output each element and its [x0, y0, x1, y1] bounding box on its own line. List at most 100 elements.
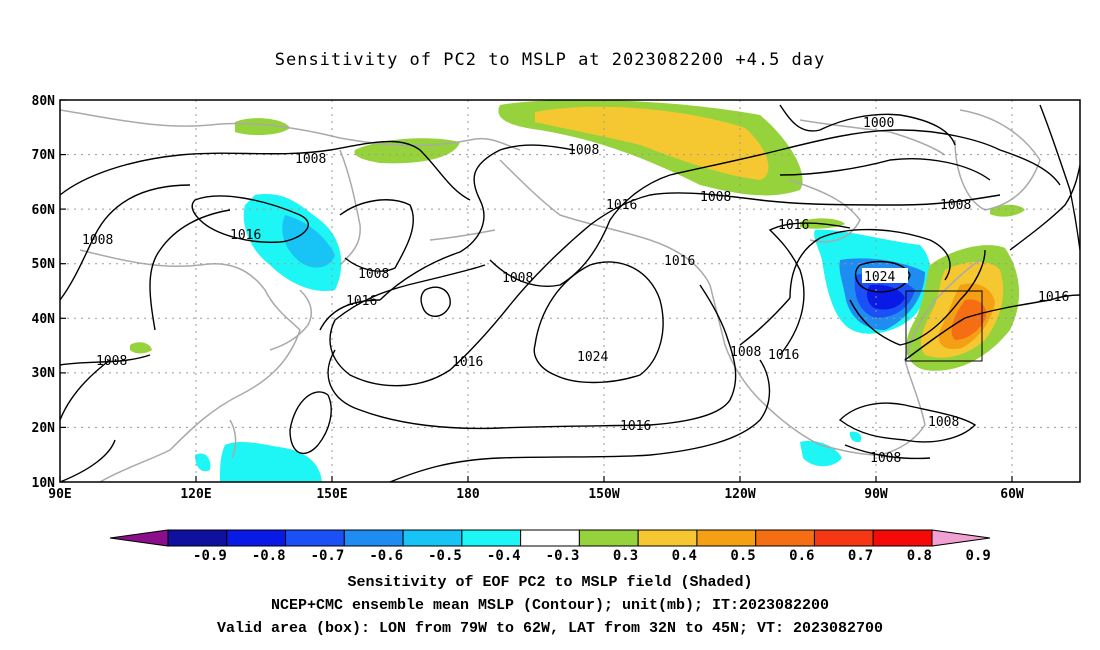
- contour-label: 1008: [940, 198, 971, 213]
- contour-label: 1000: [863, 116, 894, 131]
- contour-line: [904, 294, 1080, 361]
- contour-labels: 1008 1008 1008 1016 1008 1008 1016 1008 …: [82, 116, 1069, 466]
- coastline-philippines: [229, 419, 237, 459]
- contour-label: 1024: [577, 350, 608, 365]
- latitude-labels: 80N 70N 60N 50N 40N 30N 20N 10N: [32, 94, 56, 491]
- map-title: Sensitivity of PC2 to MSLP at 2023082200…: [274, 50, 826, 70]
- positive-region-arctic-core: [535, 106, 769, 180]
- lat-label: 60N: [32, 203, 56, 218]
- coastline-alaska: [499, 159, 711, 286]
- contour-line: [1009, 164, 1080, 251]
- colorbar-box: [872, 529, 933, 547]
- lon-label: 90E: [48, 487, 71, 502]
- contour-label: 1016: [346, 294, 377, 309]
- colorbar: [109, 529, 991, 547]
- contour-line: [379, 144, 576, 301]
- positive-patch: [235, 118, 290, 136]
- colorbar-label: -0.9: [193, 548, 227, 564]
- colorbar-label: -0.5: [428, 548, 462, 564]
- lon-label: 150E: [316, 487, 347, 502]
- contour-line: [844, 444, 931, 460]
- colorbar-label: 0.7: [848, 548, 873, 564]
- longitude-labels: 90E 120E 150E 180 150W 120W 90W 60W: [48, 487, 1024, 502]
- coastline-aleutians: [429, 229, 496, 241]
- lat-label: 80N: [32, 94, 56, 109]
- negative-region-tropical: [195, 453, 211, 472]
- contour-line: [533, 261, 664, 384]
- contour-label: 1016: [606, 198, 637, 213]
- colorbar-label: 0.9: [965, 548, 990, 564]
- contour-label-background: [862, 268, 908, 283]
- colorbar-label: -0.7: [311, 548, 345, 564]
- contour-label: 1016: [1038, 290, 1069, 305]
- contour-line: [849, 249, 986, 346]
- contour-label: 1016: [452, 355, 483, 370]
- colorbar-box: [520, 529, 580, 547]
- colorbar-label: 0.3: [613, 548, 638, 564]
- plot-frame: [59, 99, 1081, 483]
- contour-line: [289, 391, 332, 455]
- contour-line: [489, 129, 1001, 287]
- lon-label: 150W: [588, 487, 619, 502]
- contour-line: [789, 228, 951, 299]
- colorbar-label: 0.4: [672, 548, 697, 564]
- contour-line: [60, 439, 116, 482]
- contour-label: 1008: [358, 267, 389, 282]
- contour-line: [60, 184, 191, 301]
- contour-label: 1008: [96, 354, 127, 369]
- contour-line: [149, 209, 231, 331]
- contour-label: 1016: [768, 348, 799, 363]
- lon-label: 120E: [180, 487, 211, 502]
- lon-label: 60W: [1000, 487, 1024, 502]
- contour-line: [60, 140, 471, 201]
- contour-line: [779, 104, 821, 132]
- coastlines: [60, 109, 1041, 482]
- contour-line: [191, 195, 309, 243]
- negative-region-northwest-pacific-core: [282, 215, 335, 268]
- lat-label: 70N: [32, 148, 56, 163]
- contour-line: [779, 158, 991, 181]
- colorbar-labels: -0.9 -0.8 -0.7 -0.6 -0.5 -0.4 -0.3 0.3 0.4 0.5 0.6…: [193, 548, 991, 564]
- coastline-asia-north: [60, 109, 521, 151]
- lat-label: 10N: [32, 476, 56, 491]
- colorbar-box: [578, 529, 639, 547]
- lat-label: 30N: [32, 366, 56, 381]
- negative-region-tropical: [800, 440, 842, 467]
- contour-line: [420, 286, 451, 317]
- lat-label: 40N: [32, 312, 56, 327]
- negative-region-tropical: [849, 431, 862, 443]
- lon-label: 90W: [864, 487, 888, 502]
- colorbar-box: [167, 529, 228, 547]
- contour-label: 1008: [730, 345, 761, 360]
- contour-line: [768, 222, 851, 356]
- coastline-na-west: [709, 284, 821, 446]
- valid-area-box: [905, 290, 983, 362]
- colorbar-label: -0.3: [546, 548, 580, 564]
- contour-label: 1008: [502, 271, 533, 286]
- contour-label: 1016: [230, 228, 261, 243]
- contour-line: [319, 299, 381, 331]
- lat-label: 50N: [32, 257, 56, 272]
- contour-label: 1016: [664, 254, 695, 269]
- colorbar-box: [755, 529, 815, 547]
- contour-line: [854, 260, 911, 293]
- positive-region-western-atlantic-core: [951, 299, 987, 340]
- colorbar-box: [402, 529, 463, 547]
- contour-label: 1008: [870, 451, 901, 466]
- contour-line: [339, 199, 414, 272]
- coastline-hudson: [789, 179, 861, 243]
- lon-label: 120W: [724, 487, 755, 502]
- contour-line: [739, 297, 791, 346]
- colorbar-label: -0.8: [252, 548, 286, 564]
- coastline-na-east: [904, 259, 981, 426]
- colorbar-box: [813, 529, 874, 547]
- footer-line-3: Valid area (box): LON from 79W to 62W, L…: [216, 620, 884, 637]
- lon-label: 180: [456, 487, 480, 502]
- contour-line: [327, 349, 361, 411]
- contour-line: [838, 402, 977, 443]
- contour-line: [60, 359, 111, 421]
- colorbar-box: [226, 529, 287, 547]
- contour-line: [999, 149, 1061, 186]
- coastline-arctic-islands: [799, 119, 946, 156]
- contour-line: [329, 192, 1001, 387]
